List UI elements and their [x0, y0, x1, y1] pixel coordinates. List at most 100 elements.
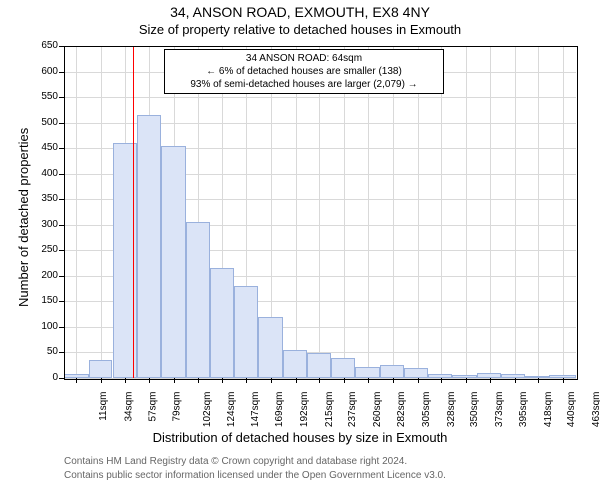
histogram-bar — [331, 358, 355, 378]
gridline-v — [296, 46, 297, 378]
y-tick-mark — [59, 199, 64, 200]
x-tick-label: 102sqm — [202, 392, 213, 428]
histogram-bar — [525, 376, 549, 378]
annotation-line3: 93% of semi-detached houses are larger (… — [169, 78, 439, 91]
histogram-bar — [137, 115, 161, 378]
x-tick-mark — [418, 378, 419, 383]
histogram-bar — [234, 286, 258, 378]
y-tick-mark — [59, 378, 64, 379]
histogram-bar — [549, 375, 576, 378]
histogram-bar — [283, 350, 307, 378]
gridline-v — [490, 46, 491, 378]
y-tick-label: 300 — [30, 219, 58, 230]
gridline-v — [368, 46, 369, 378]
annotation-box: 34 ANSON ROAD: 64sqm← 6% of detached hou… — [164, 49, 444, 94]
x-tick-mark — [515, 378, 516, 383]
y-tick-label: 0 — [30, 372, 58, 383]
y-tick-mark — [59, 123, 64, 124]
gridline-v — [76, 46, 77, 378]
x-axis-label: Distribution of detached houses by size … — [0, 430, 600, 445]
x-tick-label: 418sqm — [543, 392, 554, 428]
gridline-v — [441, 46, 442, 378]
y-tick-label: 350 — [30, 193, 58, 204]
x-tick-mark — [101, 378, 102, 383]
x-tick-mark — [563, 378, 564, 383]
x-tick-mark — [271, 378, 272, 383]
chart-title-line2: Size of property relative to detached ho… — [0, 22, 600, 37]
x-tick-label: 350sqm — [469, 392, 480, 428]
annotation-line2: ← 6% of detached houses are smaller (138… — [169, 65, 439, 78]
x-tick-mark — [198, 378, 199, 383]
footer-line2: Contains public sector information licen… — [0, 470, 600, 481]
x-tick-mark — [246, 378, 247, 383]
histogram-bar — [380, 365, 404, 378]
footer-line1: Contains HM Land Registry data © Crown c… — [0, 456, 600, 467]
gridline-v — [319, 46, 320, 378]
x-tick-label: 440sqm — [566, 392, 577, 428]
x-tick-mark — [344, 378, 345, 383]
x-tick-mark — [222, 378, 223, 383]
y-tick-label: 200 — [30, 270, 58, 281]
gridline-v — [538, 46, 539, 378]
y-tick-label: 250 — [30, 244, 58, 255]
x-tick-mark — [490, 378, 491, 383]
property-marker-line — [133, 46, 134, 378]
y-tick-mark — [59, 97, 64, 98]
gridline-v — [418, 46, 419, 378]
chart-container: 34, ANSON ROAD, EXMOUTH, EX8 4NY Size of… — [0, 0, 600, 500]
histogram-bar — [307, 353, 332, 378]
x-tick-mark — [76, 378, 77, 383]
gridline-v — [563, 46, 564, 378]
y-tick-mark — [59, 276, 64, 277]
x-tick-label: 215sqm — [324, 392, 335, 428]
x-tick-mark — [466, 378, 467, 383]
histogram-bar — [501, 374, 526, 378]
x-tick-label: 328sqm — [446, 392, 457, 428]
histogram-bar — [452, 375, 477, 378]
gridline-v — [393, 46, 394, 378]
histogram-bar — [355, 367, 380, 378]
x-tick-label: 11sqm — [98, 392, 109, 421]
x-tick-label: 305sqm — [421, 392, 432, 428]
x-tick-mark — [125, 378, 126, 383]
x-tick-mark — [538, 378, 539, 383]
histogram-bar — [428, 374, 452, 378]
x-tick-label: 395sqm — [518, 392, 529, 428]
x-tick-mark — [368, 378, 369, 383]
gridline-v — [466, 46, 467, 378]
x-tick-label: 79sqm — [172, 392, 183, 422]
x-tick-mark — [174, 378, 175, 383]
gridline-v — [101, 46, 102, 378]
y-tick-mark — [59, 327, 64, 328]
y-tick-mark — [59, 72, 64, 73]
y-tick-mark — [59, 352, 64, 353]
x-tick-label: 237sqm — [348, 392, 359, 428]
x-tick-label: 147sqm — [251, 392, 262, 428]
annotation-line1: 34 ANSON ROAD: 64sqm — [169, 52, 439, 65]
histogram-bar — [404, 368, 429, 378]
histogram-bar — [64, 374, 89, 378]
y-tick-label: 650 — [30, 40, 58, 51]
x-tick-label: 192sqm — [299, 392, 310, 428]
y-tick-mark — [59, 174, 64, 175]
y-tick-label: 100 — [30, 321, 58, 332]
x-tick-mark — [319, 378, 320, 383]
y-axis-label: Number of detached properties — [16, 128, 31, 307]
gridline-v — [344, 46, 345, 378]
y-tick-label: 450 — [30, 142, 58, 153]
y-tick-label: 500 — [30, 117, 58, 128]
histogram-bar — [89, 360, 113, 378]
y-tick-label: 600 — [30, 66, 58, 77]
x-tick-mark — [441, 378, 442, 383]
x-tick-label: 260sqm — [372, 392, 383, 428]
x-tick-label: 463sqm — [591, 392, 600, 428]
y-tick-mark — [59, 301, 64, 302]
histogram-bar — [161, 146, 186, 378]
x-tick-label: 169sqm — [274, 392, 285, 428]
x-tick-mark — [393, 378, 394, 383]
y-tick-mark — [59, 225, 64, 226]
x-tick-label: 282sqm — [396, 392, 407, 428]
y-tick-label: 150 — [30, 295, 58, 306]
chart-title-line1: 34, ANSON ROAD, EXMOUTH, EX8 4NY — [0, 4, 600, 20]
histogram-bar — [210, 268, 235, 378]
